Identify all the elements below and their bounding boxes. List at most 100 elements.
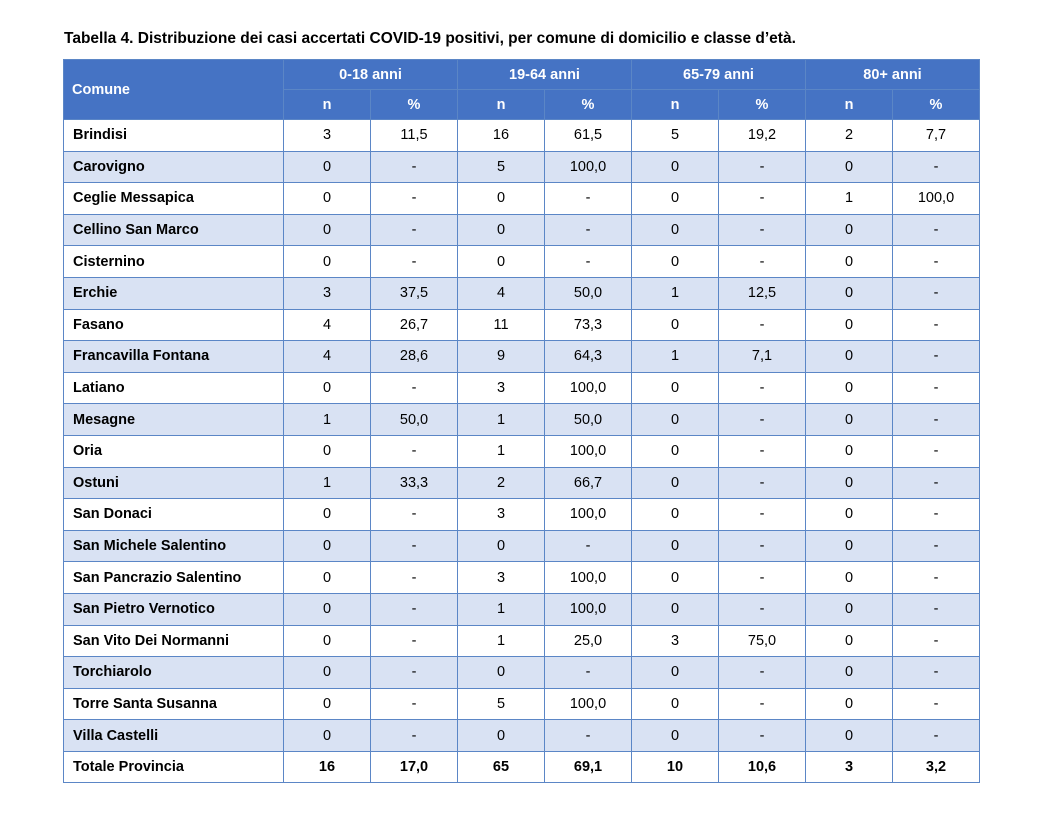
percent-cell: - xyxy=(544,182,632,215)
comune-cell: San Pancrazio Salentino xyxy=(63,561,284,594)
table-row: Brindisi 3 11,5 16 61,5 5 19,2 2 7,7 xyxy=(63,119,980,152)
table-row: Villa Castelli 0-0-0-0- xyxy=(63,719,980,752)
count-cell: 3 xyxy=(283,276,371,310)
percent-cell: - xyxy=(370,182,458,215)
percent-cell: 17,0 xyxy=(370,750,458,784)
header-n: n xyxy=(457,89,545,120)
count-cell: 0 xyxy=(805,561,893,594)
comune-cell: Cellino San Marco xyxy=(63,213,284,247)
count-cell: 0 xyxy=(283,592,371,626)
percent-cell: - xyxy=(892,498,980,531)
percent-cell: 50,0 xyxy=(544,276,632,310)
count-cell: 0 xyxy=(805,371,893,405)
comune-cell: San Michele Salentino xyxy=(63,529,284,563)
percent-cell: 7,1 xyxy=(718,340,806,373)
comune-cell: Mesagne xyxy=(63,403,284,436)
comune-cell: Villa Castelli xyxy=(63,719,284,752)
percent-cell: - xyxy=(892,213,980,247)
percent-cell: 100,0 xyxy=(544,561,632,594)
percent-cell: 28,6 xyxy=(370,340,458,373)
comune-cell: Francavilla Fontana xyxy=(63,340,284,373)
count-cell: 0 xyxy=(805,498,893,531)
percent-cell: - xyxy=(544,245,632,278)
count-cell: 0 xyxy=(631,245,719,278)
count-cell: 0 xyxy=(631,687,719,721)
percent-cell: - xyxy=(544,719,632,752)
table-row: San Michele Salentino 0-0-0-0- xyxy=(63,529,980,563)
percent-cell: - xyxy=(544,213,632,247)
percent-cell: 37,5 xyxy=(370,276,458,310)
comune-cell: Torchiarolo xyxy=(63,656,284,689)
count-cell: 0 xyxy=(805,656,893,689)
count-cell: 0 xyxy=(631,498,719,531)
percent-cell: - xyxy=(370,498,458,531)
percent-cell: - xyxy=(892,561,980,594)
count-cell: 0 xyxy=(631,403,719,436)
percent-cell: - xyxy=(892,340,980,373)
percent-cell: 100,0 xyxy=(544,592,632,626)
percent-cell: - xyxy=(370,371,458,405)
table-header: Comune 0-18 anni 19-64 anni 65-79 anni 8… xyxy=(63,59,980,120)
count-cell: 0 xyxy=(457,529,545,563)
percent-cell: - xyxy=(370,656,458,689)
count-cell: 10 xyxy=(631,750,719,784)
percent-cell: 100,0 xyxy=(544,371,632,405)
percent-cell: - xyxy=(370,561,458,594)
count-cell: 0 xyxy=(283,498,371,531)
percent-cell: 69,1 xyxy=(544,750,632,784)
percent-cell: - xyxy=(718,213,806,247)
comune-cell: Ceglie Messapica xyxy=(63,182,284,215)
table-row: Latiano 0-3 100,0 0-0- xyxy=(63,371,980,405)
comune-cell: Oria xyxy=(63,434,284,468)
count-cell: 0 xyxy=(457,245,545,278)
count-cell: 0 xyxy=(283,150,371,184)
count-cell: 5 xyxy=(457,687,545,721)
percent-cell: 50,0 xyxy=(544,403,632,436)
count-cell: 1 xyxy=(805,182,893,215)
percent-cell: - xyxy=(544,656,632,689)
table-row: Ostuni 1 33,3 2 66,7 0-0- xyxy=(63,466,980,500)
comune-cell: Cisternino xyxy=(63,245,284,278)
count-cell: 0 xyxy=(283,529,371,563)
header-group-80plus: 80+ anni xyxy=(805,59,980,90)
count-cell: 3 xyxy=(457,561,545,594)
count-cell: 1 xyxy=(457,434,545,468)
count-cell: 0 xyxy=(805,276,893,310)
percent-cell: - xyxy=(892,150,980,184)
count-cell: 1 xyxy=(457,592,545,626)
count-cell: 0 xyxy=(457,719,545,752)
percent-cell: - xyxy=(718,403,806,436)
comune-cell: Totale Provincia xyxy=(63,750,284,784)
count-cell: 0 xyxy=(805,403,893,436)
count-cell: 2 xyxy=(457,466,545,500)
percent-cell: - xyxy=(544,529,632,563)
table-row: Mesagne 1 50,0 1 50,0 0-0- xyxy=(63,403,980,436)
comune-cell: Ostuni xyxy=(63,466,284,500)
count-cell: 0 xyxy=(805,245,893,278)
percent-cell: 50,0 xyxy=(370,403,458,436)
count-cell: 0 xyxy=(805,592,893,626)
percent-cell: - xyxy=(718,529,806,563)
percent-cell: 12,5 xyxy=(718,276,806,310)
count-cell: 9 xyxy=(457,340,545,373)
percent-cell: - xyxy=(370,719,458,752)
count-cell: 16 xyxy=(457,119,545,152)
percent-cell: 73,3 xyxy=(544,308,632,342)
percent-cell: - xyxy=(892,624,980,658)
percent-cell: - xyxy=(718,182,806,215)
percent-cell: - xyxy=(892,403,980,436)
percent-cell: 100,0 xyxy=(544,687,632,721)
header-n: n xyxy=(805,89,893,120)
count-cell: 0 xyxy=(805,434,893,468)
count-cell: 0 xyxy=(457,182,545,215)
count-cell: 0 xyxy=(631,466,719,500)
count-cell: 0 xyxy=(805,466,893,500)
percent-cell: - xyxy=(718,656,806,689)
percent-cell: 100,0 xyxy=(892,182,980,215)
header-pct: % xyxy=(718,89,806,120)
count-cell: 1 xyxy=(283,466,371,500)
count-cell: 5 xyxy=(457,150,545,184)
count-cell: 3 xyxy=(631,624,719,658)
count-cell: 0 xyxy=(631,719,719,752)
count-cell: 0 xyxy=(283,213,371,247)
